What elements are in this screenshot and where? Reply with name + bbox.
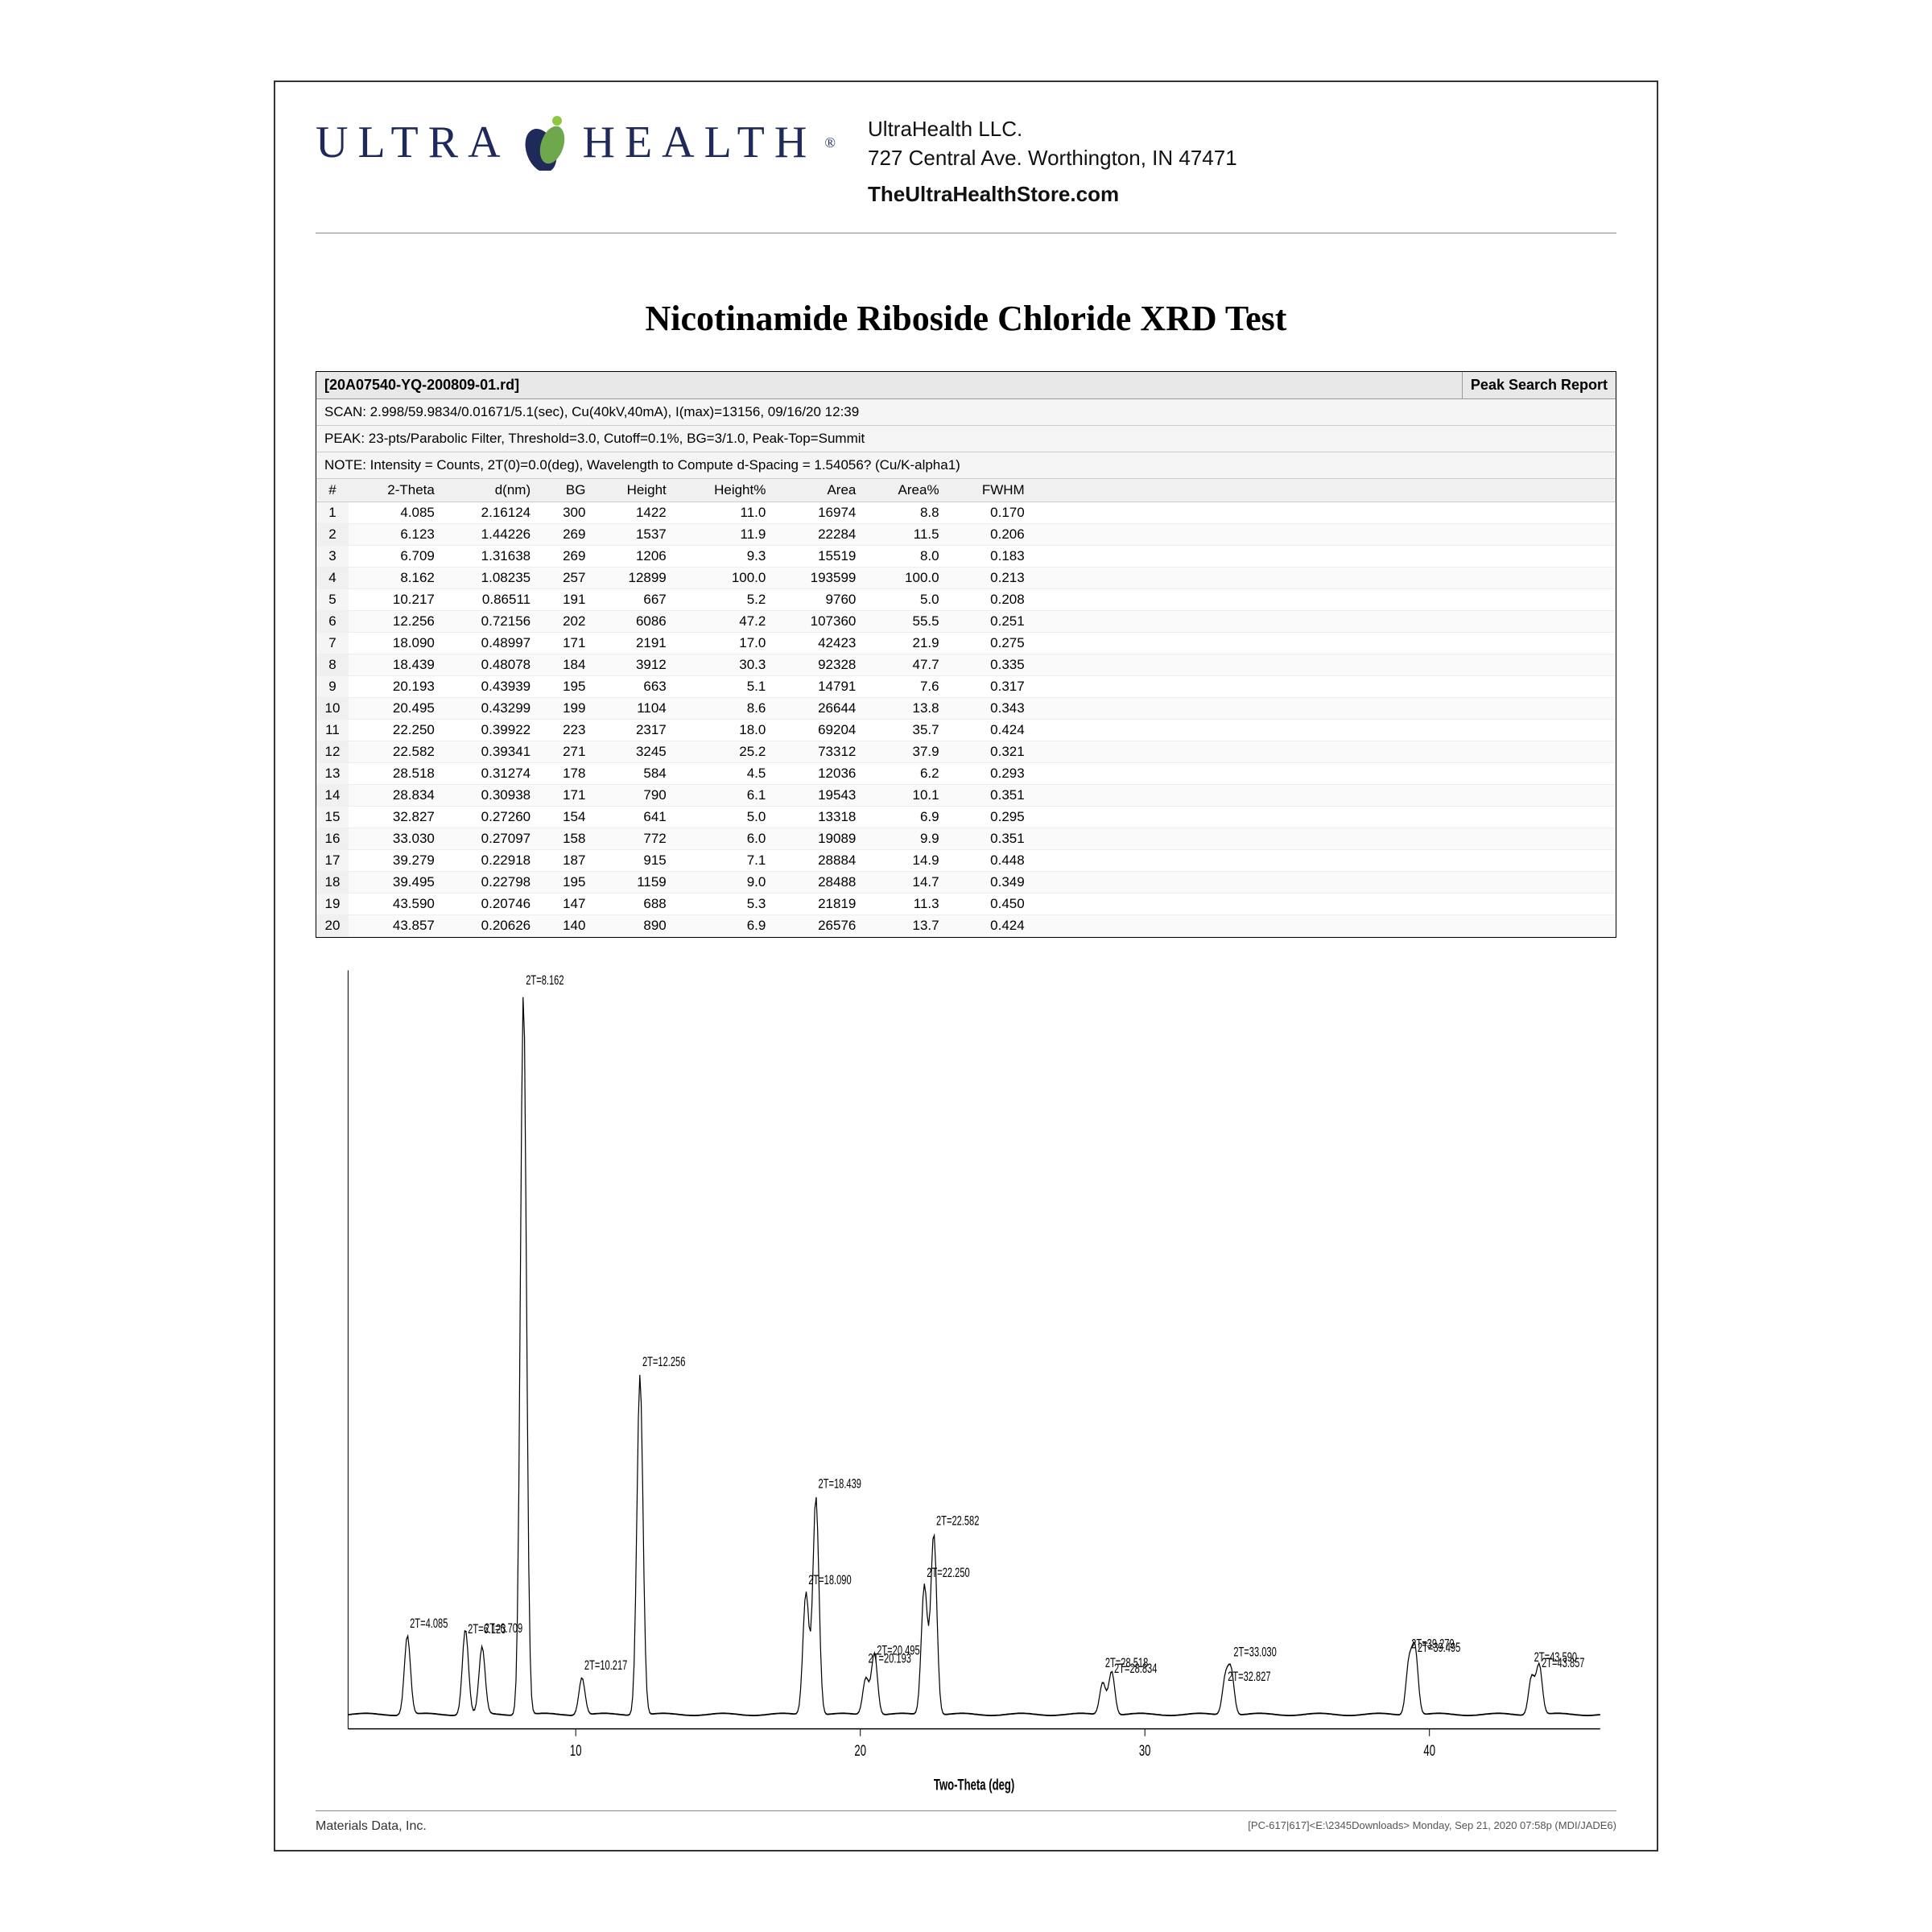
report-box: [20A07540-YQ-200809-01.rd] Peak Search R… bbox=[316, 371, 1616, 938]
xrd-chart: 10203040Two-Theta (deg)2T=4.0852T=6.1232… bbox=[316, 946, 1616, 1802]
company-info: UltraHealth LLC. 727 Central Ave. Worthi… bbox=[868, 114, 1237, 208]
svg-text:2T=12.256: 2T=12.256 bbox=[642, 1355, 685, 1370]
company-address: 727 Central Ave. Worthington, IN 47471 bbox=[868, 143, 1237, 172]
table-row: 48.1621.0823525712899100.0193599100.00.2… bbox=[316, 568, 1616, 589]
report-header-row: [20A07540-YQ-200809-01.rd] Peak Search R… bbox=[316, 372, 1616, 399]
col-header: 2-Theta bbox=[349, 479, 441, 502]
table-row: 1328.5180.312741785844.5120366.20.293 bbox=[316, 763, 1616, 785]
svg-text:2T=22.582: 2T=22.582 bbox=[936, 1513, 979, 1529]
peak-line: PEAK: 23-pts/Parabolic Filter, Threshold… bbox=[316, 426, 1616, 452]
data-table: #2-Thetad(nm)BGHeightHeight%AreaArea%FWH… bbox=[316, 479, 1616, 937]
svg-text:2T=4.085: 2T=4.085 bbox=[410, 1616, 448, 1632]
logo-text-left: ULTRA bbox=[316, 117, 510, 168]
table-row: 612.2560.72156202608647.210736055.50.251 bbox=[316, 611, 1616, 633]
footer: Materials Data, Inc. [PC-617|617]<E:\234… bbox=[316, 1810, 1616, 1834]
note-line: NOTE: Intensity = Counts, 2T(0)=0.0(deg)… bbox=[316, 452, 1616, 479]
col-header: Height bbox=[592, 479, 672, 502]
table-row: 718.0900.48997171219117.04242321.90.275 bbox=[316, 633, 1616, 654]
svg-text:40: 40 bbox=[1423, 1742, 1435, 1760]
svg-text:2T=18.090: 2T=18.090 bbox=[808, 1573, 851, 1588]
footer-left: Materials Data, Inc. bbox=[316, 1819, 427, 1834]
svg-text:2T=32.827: 2T=32.827 bbox=[1228, 1670, 1270, 1685]
page-title: Nicotinamide Riboside Chloride XRD Test bbox=[316, 298, 1616, 339]
company-name: UltraHealth LLC. bbox=[868, 114, 1237, 143]
col-header: Height% bbox=[673, 479, 773, 502]
svg-text:2T=39.495: 2T=39.495 bbox=[1418, 1641, 1460, 1656]
table-row: 1122.2500.39922223231718.06920435.70.424 bbox=[316, 720, 1616, 741]
report-page: ULTRA HEALTH ® UltraHealth LLC. 727 Cent… bbox=[274, 80, 1658, 1852]
file-id: [20A07540-YQ-200809-01.rd] bbox=[316, 372, 1462, 398]
svg-text:2T=43.857: 2T=43.857 bbox=[1542, 1656, 1584, 1671]
table-row: 510.2170.865111916675.297605.00.208 bbox=[316, 589, 1616, 611]
svg-text:20: 20 bbox=[854, 1742, 866, 1760]
table-row: 1739.2790.229181879157.12888414.90.448 bbox=[316, 850, 1616, 872]
col-header: Area bbox=[772, 479, 862, 502]
company-website: TheUltraHealthStore.com bbox=[868, 180, 1237, 208]
svg-text:2T=22.250: 2T=22.250 bbox=[927, 1566, 969, 1581]
svg-text:2T=10.217: 2T=10.217 bbox=[584, 1658, 627, 1674]
table-row: 36.7091.3163826912069.3155198.00.183 bbox=[316, 546, 1616, 568]
table-row: 1532.8270.272601546415.0133186.90.295 bbox=[316, 807, 1616, 828]
col-header: FWHM bbox=[946, 479, 1031, 502]
table-row: 14.0852.16124300142211.0169748.80.170 bbox=[316, 502, 1616, 524]
table-row: 818.4390.48078184391230.39232847.70.335 bbox=[316, 654, 1616, 676]
table-row: 26.1231.44226269153711.92228411.50.206 bbox=[316, 524, 1616, 546]
svg-text:2T=33.030: 2T=33.030 bbox=[1233, 1645, 1276, 1661]
svg-text:2T=8.162: 2T=8.162 bbox=[526, 973, 564, 989]
logo-text-right: HEALTH bbox=[583, 117, 817, 168]
col-header: # bbox=[316, 479, 349, 502]
table-row: 2043.8570.206261408906.92657613.70.424 bbox=[316, 915, 1616, 937]
leaf-icon bbox=[518, 114, 575, 171]
svg-text:2T=18.439: 2T=18.439 bbox=[819, 1477, 861, 1492]
footer-right: [PC-617|617]<E:\2345Downloads> Monday, S… bbox=[1248, 1819, 1616, 1834]
svg-text:10: 10 bbox=[570, 1742, 582, 1760]
table-row: 920.1930.439391956635.1147917.60.317 bbox=[316, 676, 1616, 698]
col-header: d(nm) bbox=[441, 479, 537, 502]
table-row: 1020.4950.4329919911048.62664413.80.343 bbox=[316, 698, 1616, 720]
table-row: 1428.8340.309381717906.11954310.10.351 bbox=[316, 785, 1616, 807]
svg-text:2T=20.495: 2T=20.495 bbox=[877, 1644, 919, 1659]
table-row: 1943.5900.207461476885.32181911.30.450 bbox=[316, 894, 1616, 915]
svg-text:2T=28.834: 2T=28.834 bbox=[1114, 1662, 1157, 1677]
svg-text:2T=6.709: 2T=6.709 bbox=[485, 1621, 522, 1637]
scan-line: SCAN: 2.998/59.9834/0.01671/5.1(sec), Cu… bbox=[316, 399, 1616, 426]
header: ULTRA HEALTH ® UltraHealth LLC. 727 Cent… bbox=[316, 114, 1616, 233]
col-header: Area% bbox=[862, 479, 945, 502]
table-row: 1839.4950.2279819511599.02848814.70.349 bbox=[316, 872, 1616, 894]
report-type: Peak Search Report bbox=[1462, 372, 1616, 398]
col-header: BG bbox=[537, 479, 592, 502]
svg-text:30: 30 bbox=[1139, 1742, 1151, 1760]
table-row: 1633.0300.270971587726.0190899.90.351 bbox=[316, 828, 1616, 850]
svg-text:Two-Theta (deg): Two-Theta (deg) bbox=[934, 1776, 1014, 1794]
logo: ULTRA HEALTH ® bbox=[316, 114, 836, 171]
table-row: 1222.5820.39341271324525.27331237.90.321 bbox=[316, 741, 1616, 763]
